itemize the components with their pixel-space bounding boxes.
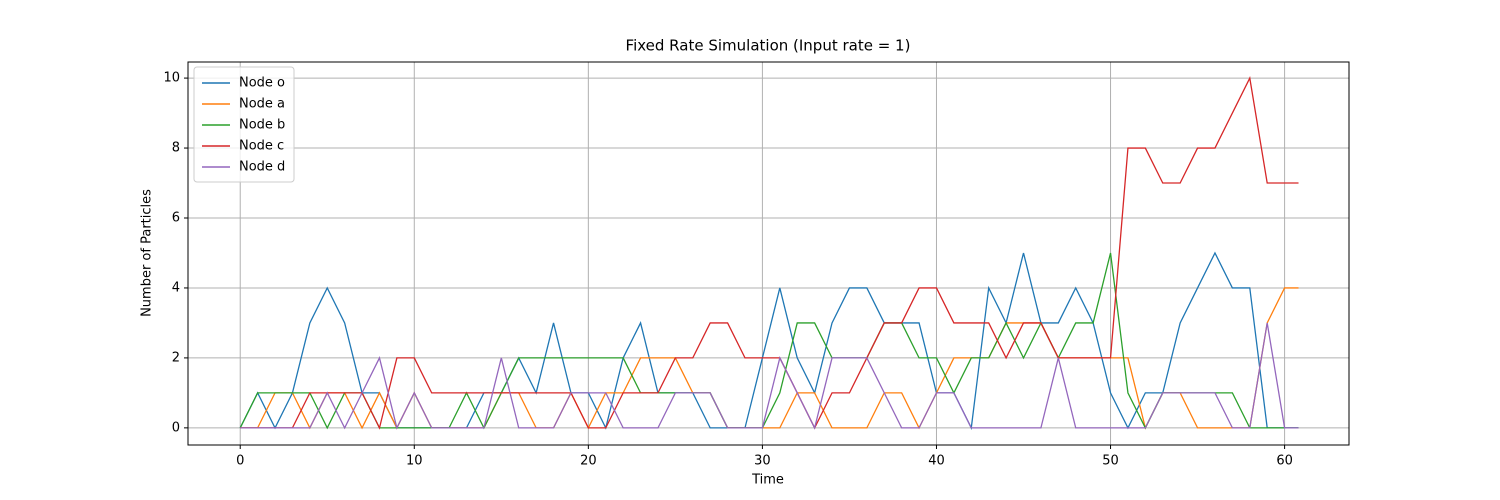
y-tick-label: 8 <box>172 141 180 156</box>
series-line <box>240 76 1299 430</box>
x-axis-label: Time <box>751 473 784 488</box>
y-tick-label: 0 <box>172 420 180 435</box>
x-tick-label: 10 <box>406 454 423 469</box>
y-axis-label: Number of Particles <box>140 189 155 317</box>
x-tick-label: 0 <box>236 454 244 469</box>
legend-label: Node o <box>239 76 285 91</box>
legend-box <box>193 66 295 183</box>
y-tick-label: 10 <box>163 71 180 86</box>
legend-label: Node a <box>239 97 285 112</box>
x-tick-label: 30 <box>754 454 771 469</box>
chart-title: Fixed Rate Simulation (Input rate = 1) <box>626 37 911 55</box>
x-tick-label: 50 <box>1102 454 1119 469</box>
legend-label: Node c <box>239 139 284 154</box>
x-tick-label: 40 <box>928 454 945 469</box>
x-tick-label: 20 <box>580 454 597 469</box>
x-tick-label: 60 <box>1276 454 1293 469</box>
legend-label: Node d <box>239 160 285 175</box>
y-tick-label: 6 <box>172 210 180 225</box>
y-tick-label: 4 <box>172 280 180 295</box>
y-tick-label: 2 <box>172 350 180 365</box>
series-line <box>239 252 1299 430</box>
series-line <box>240 322 1299 430</box>
plot-frame <box>187 61 1350 446</box>
legend-label: Node b <box>239 118 285 133</box>
